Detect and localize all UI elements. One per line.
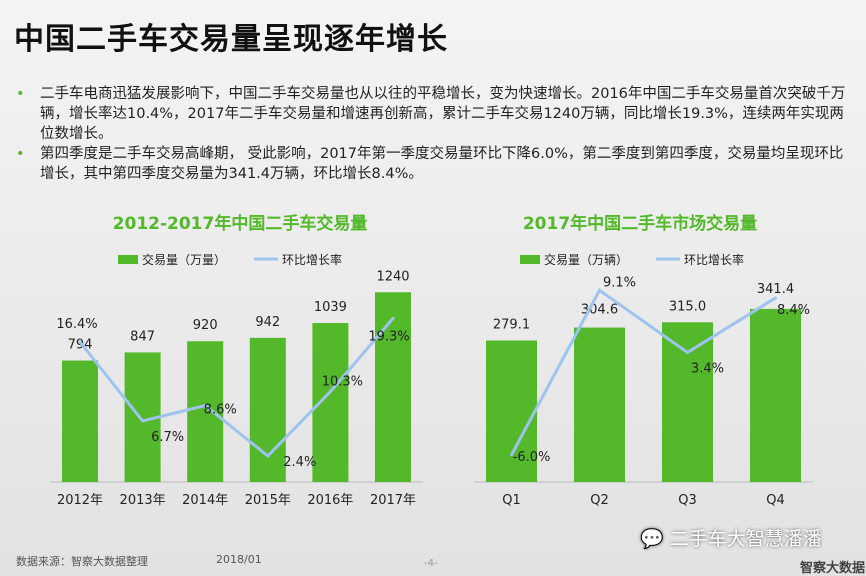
x-tick-label: 2013年 — [120, 493, 166, 508]
bar — [574, 327, 625, 482]
growth-rate-line — [510, 288, 777, 456]
legend-line-label: 环比增长率 — [282, 252, 342, 267]
line-point — [598, 288, 601, 292]
bar-value-label: 1240 — [376, 269, 409, 284]
x-tick-label: Q1 — [502, 493, 521, 508]
slide-title: 中国二手车交易量呈现逐年增长 — [14, 22, 448, 57]
bar-value-label: 794 — [68, 338, 93, 353]
report-date: 2018/01 — [216, 553, 262, 566]
bullet-list: • 二手车电商迅猛发展影响下，中国二手车交易量也从以往的平稳增长，变为快速增长。2… — [16, 84, 856, 184]
brand-logo: 智察大数据 — [800, 561, 866, 576]
bullet-1: • 二手车电商迅猛发展影响下，中国二手车交易量也从以往的平稳增长，变为快速增长。2… — [16, 86, 846, 142]
line-point — [328, 390, 332, 394]
line-value-label: 8.4% — [777, 303, 810, 318]
growth-rate-line — [78, 317, 395, 458]
line-value-label: 9.1% — [603, 275, 636, 290]
line-value-label: 6.7% — [151, 430, 184, 445]
bullet-2: • 第四季度是二手车交易高峰期， 受此影响，2017年第一季度交易量环比下降6.0… — [16, 146, 844, 182]
page-number: -4- — [424, 558, 438, 569]
x-tick-label: 2014年 — [182, 493, 228, 508]
bar-value-label: 279.1 — [493, 317, 530, 332]
bar-value-label: 942 — [255, 315, 280, 330]
x-tick-label: Q4 — [766, 493, 785, 508]
bar-value-label: 341.4 — [757, 282, 794, 297]
wechat-watermark: 💬 二手车大智慧潘潘 — [640, 528, 822, 550]
bar-value-label: 1039 — [314, 300, 347, 315]
chart-title: 2017年中国二手车市场交易量 — [523, 213, 757, 234]
line-point — [141, 419, 145, 423]
line-point — [510, 453, 513, 457]
line-point — [266, 454, 270, 458]
bar — [375, 292, 411, 482]
line-value-label: 16.4% — [56, 317, 97, 332]
legend-bar-swatch — [520, 255, 540, 264]
line-point — [78, 340, 82, 344]
x-tick-label: 2012年 — [57, 493, 103, 508]
bullet-dot-icon: • — [16, 146, 25, 162]
bar — [249, 337, 286, 482]
bar — [486, 340, 537, 482]
legend-bar-label: 交易量（万量） — [142, 252, 226, 267]
bar — [662, 322, 713, 482]
line-point — [203, 403, 207, 407]
bar — [750, 308, 801, 482]
line-value-label: 2.4% — [283, 455, 316, 470]
line-point — [774, 296, 777, 300]
x-tick-label: 2017年 — [370, 493, 416, 508]
line-value-label: -6.0% — [513, 450, 551, 465]
line-value-label: 8.6% — [204, 402, 237, 417]
line-value-label: 19.3% — [368, 329, 409, 344]
legend-line-label: 环比增长率 — [684, 252, 744, 267]
bullet-dot-icon: • — [16, 86, 25, 102]
data-source: 数据来源：智察大数据整理 — [16, 555, 148, 568]
line-point — [391, 316, 395, 320]
x-tick-label: Q2 — [590, 493, 609, 508]
bar-value-label: 315.0 — [669, 299, 706, 314]
bar-value-label: 920 — [193, 318, 218, 333]
bar — [187, 341, 224, 482]
x-tick-label: Q3 — [678, 493, 697, 508]
legend-bar-swatch — [118, 255, 138, 264]
line-point — [686, 350, 689, 354]
x-tick-label: 2016年 — [307, 493, 353, 508]
legend-bar-label: 交易量（万辆） — [544, 252, 628, 267]
line-value-label: 10.3% — [322, 375, 363, 390]
line-value-label: 3.4% — [691, 361, 724, 376]
bar-value-label: 847 — [130, 329, 155, 344]
bar — [62, 360, 98, 482]
chart-title: 2012-2017年中国二手车交易量 — [113, 213, 368, 234]
x-tick-label: 2015年 — [245, 493, 291, 508]
